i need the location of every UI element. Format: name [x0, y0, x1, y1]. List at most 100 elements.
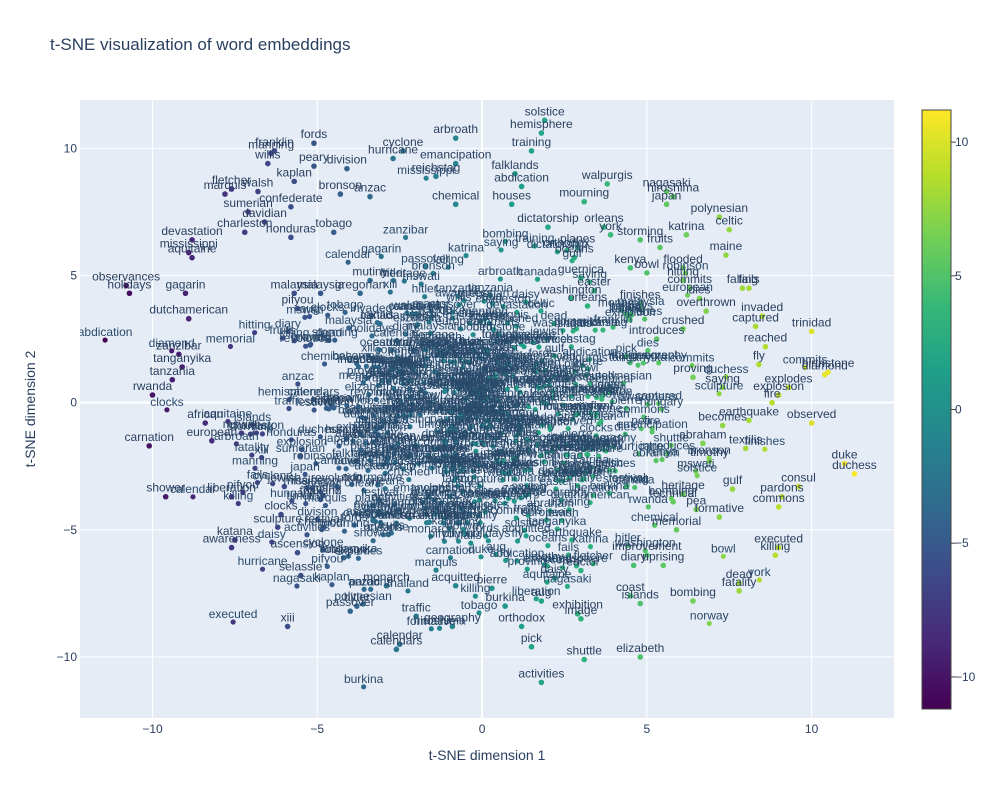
- grid-lines: [80, 100, 894, 718]
- data-point: [592, 327, 598, 333]
- data-point: [254, 479, 261, 486]
- data-point: [452, 451, 458, 457]
- data-point: [550, 395, 556, 401]
- data-point: [485, 432, 491, 438]
- data-point: [684, 292, 691, 298]
- data-point: [573, 563, 580, 569]
- data-point: [502, 238, 509, 244]
- point-label: sumerian: [304, 394, 353, 408]
- point-label: daisy: [258, 527, 286, 541]
- data-point: [484, 351, 490, 357]
- point-label: xiii: [255, 442, 269, 456]
- data-point: [653, 458, 659, 464]
- point-label: honduras: [387, 720, 437, 734]
- point-label: duchess: [563, 457, 608, 471]
- point-label: dies: [614, 419, 636, 433]
- data-point: [449, 315, 456, 321]
- point-label: pick: [603, 432, 625, 446]
- data-point: [452, 160, 459, 167]
- data-point: [600, 327, 606, 333]
- point-label: birthstone: [562, 381, 615, 395]
- data-point: [457, 410, 463, 417]
- data-point: [539, 422, 546, 428]
- data-point: [581, 198, 588, 205]
- point-label: easter: [539, 474, 572, 488]
- data-point: [291, 290, 298, 297]
- data-point: [317, 290, 324, 297]
- point-label: orleans: [365, 474, 404, 488]
- data-point: [502, 500, 508, 506]
- data-point: [393, 646, 400, 653]
- data-point: [458, 506, 464, 512]
- data-point: [396, 641, 403, 648]
- point-label: bronson: [411, 258, 454, 272]
- point-label: hurricane: [431, 463, 481, 477]
- point-label: pierre: [572, 354, 603, 368]
- data-point: [380, 532, 386, 538]
- data-point: [169, 348, 175, 354]
- data-point: [407, 394, 414, 400]
- point-label: fatality: [521, 418, 556, 432]
- point-label: hurricane: [368, 142, 418, 156]
- point-label: fords: [512, 455, 539, 469]
- data-point: [294, 549, 301, 556]
- data-point: [456, 382, 462, 389]
- point-label: maine: [291, 473, 324, 487]
- data-point: [294, 305, 301, 312]
- point-label: division: [391, 395, 431, 409]
- point-label: image: [394, 382, 427, 396]
- point-label: division: [327, 153, 367, 167]
- data-point: [337, 191, 344, 197]
- data-point: [460, 510, 466, 516]
- data-point: [498, 430, 504, 436]
- point-label: image: [500, 373, 533, 387]
- point-label: consul: [470, 339, 505, 353]
- data-point: [513, 438, 519, 444]
- point-label: cyclone: [432, 455, 473, 469]
- point-label: pifyou: [428, 526, 460, 540]
- data-point: [706, 620, 712, 627]
- point-label: mississippi: [283, 473, 341, 487]
- data-point: [561, 460, 567, 466]
- data-point: [500, 477, 506, 483]
- point-label: activities: [518, 666, 564, 680]
- data-point: [772, 552, 779, 559]
- data-point: [689, 362, 695, 369]
- colorbar: [921, 109, 952, 710]
- data-point: [457, 461, 464, 468]
- data-point: [528, 148, 535, 154]
- data-point: [568, 295, 574, 302]
- point-label: arbroath: [454, 436, 499, 450]
- data-point: [259, 431, 266, 437]
- data-point: [696, 295, 703, 302]
- point-label: monarch: [363, 570, 410, 584]
- point-label: hungary: [325, 422, 368, 436]
- point-label: image: [565, 603, 598, 617]
- data-point: [553, 486, 559, 492]
- data-point: [483, 533, 489, 539]
- point-label: awareness: [619, 389, 677, 403]
- point-label: uprising: [488, 348, 530, 362]
- data-point: [400, 466, 406, 472]
- point-label: cyclone: [411, 302, 452, 316]
- point-label: fletcher: [574, 549, 613, 563]
- data-point: [390, 444, 396, 450]
- data-point: [355, 403, 361, 410]
- data-point: [460, 465, 466, 472]
- data-point: [367, 277, 373, 284]
- point-label: maine: [575, 398, 608, 412]
- point-label: polynesian: [334, 589, 391, 603]
- point-label: japan: [323, 431, 353, 445]
- point-label: reached: [456, 449, 499, 463]
- point-label: honduras: [266, 221, 316, 235]
- point-label: tanganyika: [153, 351, 211, 365]
- data-point: [752, 323, 759, 330]
- data-point: [775, 392, 782, 398]
- data-point: [524, 437, 531, 443]
- data-point: [565, 552, 572, 558]
- data-point: [382, 486, 388, 492]
- point-label: anzac: [348, 574, 380, 588]
- data-point: [539, 358, 545, 364]
- data-point: [441, 438, 447, 444]
- data-point: [528, 643, 535, 650]
